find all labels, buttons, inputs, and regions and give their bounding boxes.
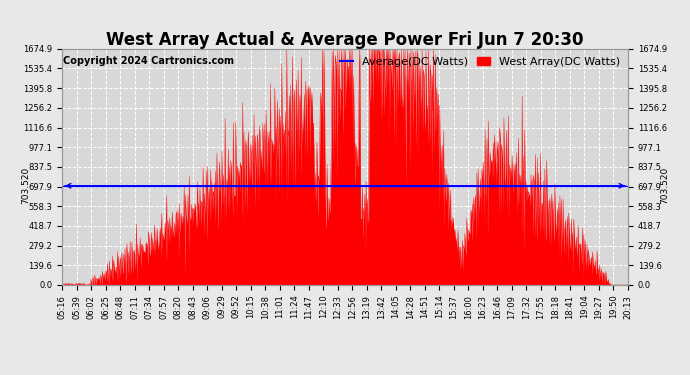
Text: 703.520: 703.520: [21, 167, 30, 204]
Text: 703.520: 703.520: [660, 167, 669, 204]
Legend: Average(DC Watts), West Array(DC Watts): Average(DC Watts), West Array(DC Watts): [337, 54, 622, 69]
Title: West Array Actual & Average Power Fri Jun 7 20:30: West Array Actual & Average Power Fri Ju…: [106, 31, 584, 49]
Text: Copyright 2024 Cartronics.com: Copyright 2024 Cartronics.com: [63, 56, 234, 66]
